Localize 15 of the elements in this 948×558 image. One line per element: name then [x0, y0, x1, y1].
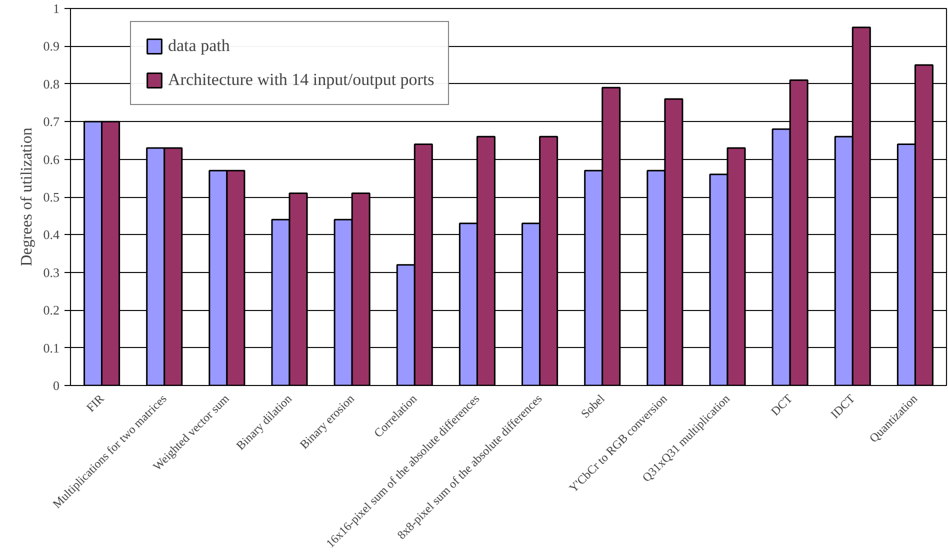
y-axis-title: Degrees of utilization — [18, 128, 36, 266]
y-tick-label: 0.4 — [43, 227, 60, 242]
y-tick-label: 0.6 — [43, 152, 60, 167]
y-tick-label: 0 — [53, 378, 60, 393]
y-tick-label: 0.5 — [43, 190, 60, 204]
y-tick-label: 0.1 — [43, 340, 60, 356]
y-tick-label: 1 — [53, 1, 60, 16]
x-tick-label: FIR — [84, 392, 107, 415]
y-tick-label: 0.9 — [43, 38, 60, 54]
y-tick-label: 0.3 — [43, 264, 60, 280]
legend-label: data path — [168, 36, 230, 56]
y-tick-label: 0.2 — [43, 302, 60, 318]
legend-label: Architecture with 14 input/output ports — [168, 70, 434, 90]
y-tick-label: 0.8 — [43, 76, 60, 92]
y-tick-label: 0.7 — [43, 114, 60, 130]
